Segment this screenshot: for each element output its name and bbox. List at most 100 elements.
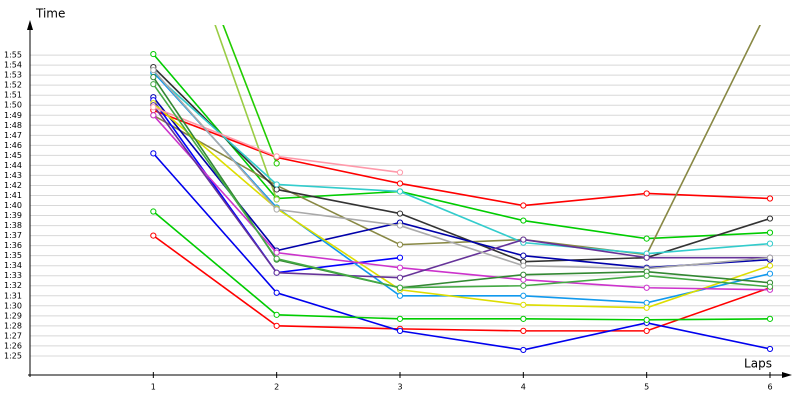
point	[643, 299, 650, 306]
point	[643, 327, 650, 334]
point	[396, 264, 404, 271]
point	[520, 252, 527, 259]
series-line	[214, 25, 278, 200]
x-tick-label: 3	[397, 383, 402, 392]
y-tick-label: 1:50	[4, 101, 22, 110]
y-tick-label: 1:38	[4, 221, 22, 230]
point	[150, 232, 157, 239]
y-tick-label: 1:35	[4, 251, 22, 260]
x-tick-label: 6	[767, 383, 772, 392]
point	[150, 74, 157, 81]
point	[150, 208, 157, 215]
point	[273, 186, 280, 193]
point	[520, 315, 527, 322]
y-tick-label: 1:48	[4, 121, 22, 130]
point	[396, 188, 404, 195]
y-tick-label: 1:55	[4, 51, 22, 60]
y-tick-label: 1:32	[4, 281, 22, 290]
point	[520, 282, 527, 289]
point	[766, 315, 774, 322]
point	[766, 283, 774, 290]
point	[766, 345, 774, 353]
series-line	[152, 114, 771, 291]
y-tick-label: 1:46	[4, 141, 22, 150]
series-line	[152, 102, 771, 309]
point	[273, 196, 280, 203]
point	[273, 269, 280, 276]
y-tick-label: 1:42	[4, 181, 22, 190]
series-line	[152, 69, 771, 270]
point	[396, 222, 404, 229]
point	[520, 217, 527, 224]
point	[273, 181, 280, 188]
y-tick-label: 1:37	[4, 231, 22, 240]
y-axis-label: Time	[35, 7, 65, 21]
point	[643, 284, 650, 291]
point	[520, 276, 527, 283]
series-line	[153, 109, 771, 207]
y-tick-label: 1:31	[4, 291, 22, 300]
point	[273, 289, 280, 296]
point	[643, 190, 650, 197]
x-axis-label: Laps	[744, 357, 772, 371]
point	[273, 311, 280, 318]
point	[150, 67, 157, 74]
point	[766, 195, 774, 202]
y-tick-label: 1:33	[4, 271, 22, 280]
y-tick-label: 1:52	[4, 81, 22, 90]
point	[150, 81, 157, 88]
point	[150, 50, 157, 58]
point	[396, 292, 404, 299]
y-tick-label: 1:41	[4, 191, 22, 200]
x-tick-label: 1	[151, 383, 156, 392]
y-tick-label: 1:49	[4, 111, 22, 120]
point	[520, 346, 527, 354]
point	[520, 292, 527, 299]
point	[766, 254, 774, 261]
y-tick-label: 1:25	[4, 351, 22, 360]
point	[396, 210, 404, 217]
x-tick-label: 4	[521, 383, 526, 392]
y-tick-label: 1:30	[4, 301, 22, 310]
y-tick-label: 1:44	[4, 161, 22, 170]
y-tick-label: 1:40	[4, 201, 22, 210]
point	[273, 160, 280, 167]
y-tick-label: 1:47	[4, 131, 22, 140]
series-line	[152, 210, 771, 321]
point	[273, 249, 280, 256]
point	[643, 316, 650, 323]
point	[273, 206, 280, 213]
point	[643, 235, 650, 242]
point	[643, 254, 650, 261]
y-tick-label: 1:51	[4, 91, 22, 100]
point	[396, 254, 404, 261]
x-tick-label: 2	[274, 383, 279, 392]
point	[150, 112, 157, 119]
series-line	[152, 71, 771, 304]
series-line	[152, 104, 770, 279]
y-tick-label: 1:34	[4, 261, 22, 270]
y-tick-label: 1:53	[4, 71, 22, 80]
y-tick-label: 1:39	[4, 211, 22, 220]
series-line	[152, 234, 771, 332]
point	[396, 274, 404, 281]
series-line	[152, 25, 761, 256]
point	[396, 284, 404, 291]
point	[766, 215, 774, 222]
y-tick-label: 1:27	[4, 331, 22, 340]
y-tick-label: 1:43	[4, 171, 22, 180]
point	[273, 255, 280, 262]
point	[396, 241, 404, 248]
point	[273, 153, 280, 160]
y-tick-label: 1:26	[4, 341, 22, 350]
y-axis-arrow	[27, 20, 33, 30]
y-tick-label: 1:54	[4, 61, 22, 70]
series-line	[222, 25, 278, 164]
point	[520, 271, 527, 278]
point	[150, 150, 157, 157]
point	[396, 327, 404, 334]
point	[273, 322, 280, 329]
point	[396, 180, 404, 187]
point	[520, 301, 527, 308]
